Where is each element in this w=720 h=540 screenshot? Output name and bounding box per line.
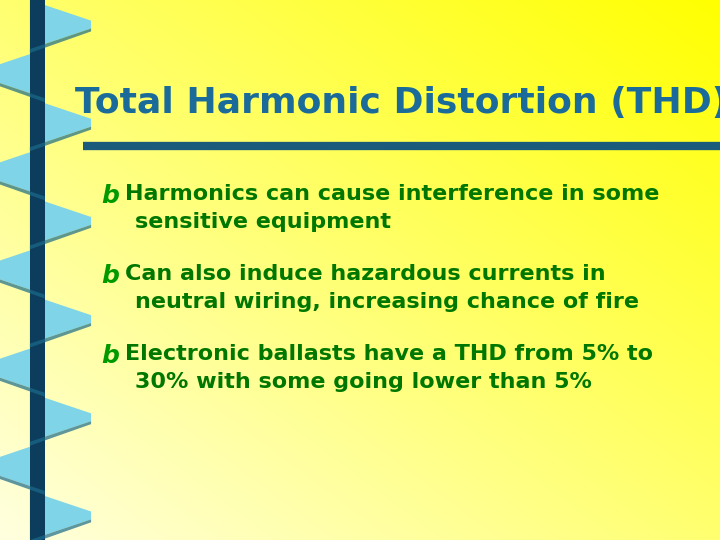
Polygon shape — [30, 393, 91, 442]
Bar — [30, 0, 45, 540]
Polygon shape — [0, 372, 45, 397]
Polygon shape — [0, 147, 45, 197]
Polygon shape — [30, 323, 91, 348]
Text: b: b — [101, 264, 119, 288]
Polygon shape — [30, 98, 91, 147]
Polygon shape — [0, 274, 45, 299]
Text: 30% with some going lower than 5%: 30% with some going lower than 5% — [135, 372, 592, 392]
Text: Total Harmonic Distortion (THD): Total Harmonic Distortion (THD) — [75, 86, 720, 119]
Polygon shape — [30, 127, 91, 151]
Text: sensitive equipment: sensitive equipment — [135, 212, 391, 232]
Polygon shape — [0, 78, 45, 102]
Polygon shape — [0, 49, 45, 98]
Polygon shape — [30, 197, 91, 246]
Text: b: b — [101, 184, 119, 208]
Polygon shape — [0, 470, 45, 495]
Text: neutral wiring, increasing chance of fire: neutral wiring, increasing chance of fir… — [135, 292, 639, 312]
Bar — [30, 0, 45, 540]
Polygon shape — [0, 442, 45, 491]
Text: Can also induce hazardous currents in: Can also induce hazardous currents in — [125, 264, 606, 284]
Text: Harmonics can cause interference in some: Harmonics can cause interference in some — [125, 184, 660, 204]
Polygon shape — [0, 246, 45, 294]
Polygon shape — [30, 29, 91, 53]
Polygon shape — [30, 421, 91, 445]
Polygon shape — [0, 343, 45, 393]
Polygon shape — [30, 491, 91, 540]
Text: Electronic ballasts have a THD from 5% to: Electronic ballasts have a THD from 5% t… — [125, 344, 653, 364]
Polygon shape — [30, 519, 91, 540]
Polygon shape — [30, 0, 91, 49]
Polygon shape — [30, 225, 91, 249]
Polygon shape — [0, 176, 45, 200]
Polygon shape — [30, 294, 91, 343]
Text: b: b — [101, 344, 119, 368]
